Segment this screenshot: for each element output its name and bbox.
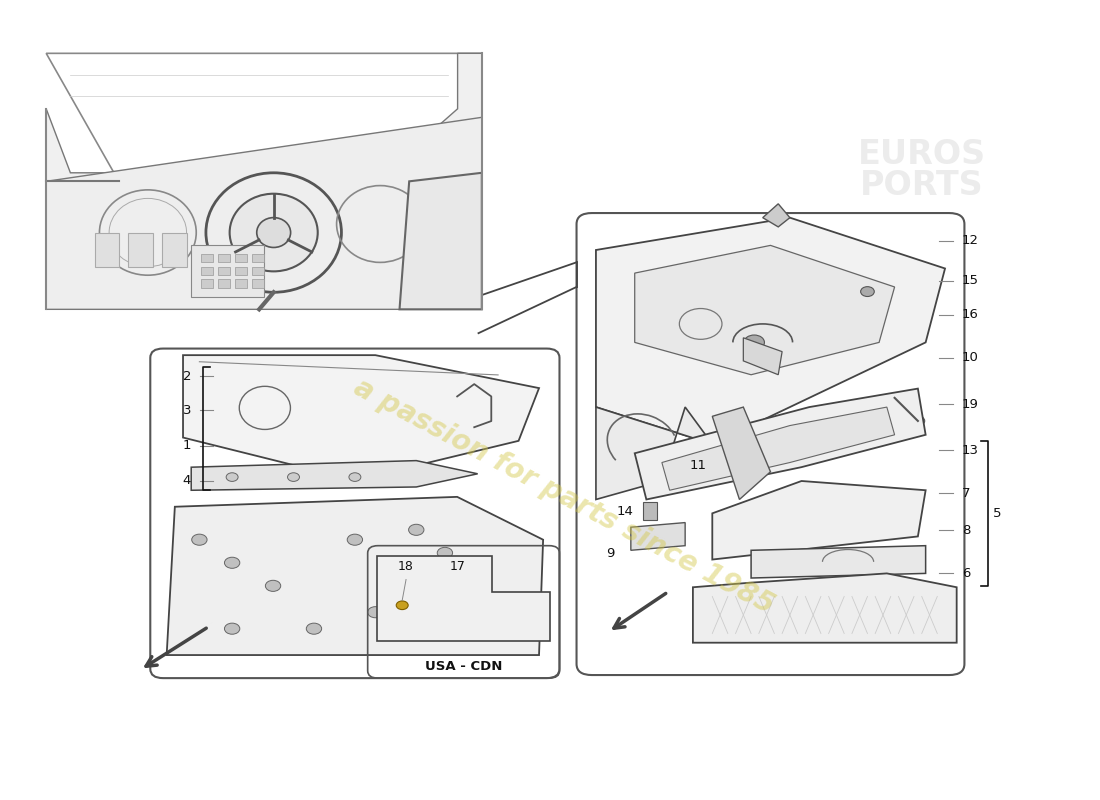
Text: USA - CDN: USA - CDN	[425, 660, 503, 673]
Polygon shape	[596, 407, 713, 499]
Text: 11: 11	[689, 459, 706, 472]
Polygon shape	[596, 218, 945, 444]
Circle shape	[367, 606, 383, 618]
Circle shape	[860, 286, 875, 297]
Text: 15: 15	[961, 274, 979, 287]
Circle shape	[230, 194, 318, 271]
Bar	[201, 279, 213, 288]
Circle shape	[470, 574, 485, 585]
Text: 8: 8	[961, 524, 970, 537]
Polygon shape	[191, 461, 477, 490]
Text: 14: 14	[616, 505, 634, 518]
Bar	[218, 254, 230, 262]
Text: 12: 12	[961, 234, 979, 247]
Polygon shape	[635, 389, 925, 499]
Text: 19: 19	[961, 398, 979, 410]
Text: 17: 17	[449, 560, 465, 574]
Bar	[252, 254, 264, 262]
Circle shape	[437, 547, 452, 558]
Polygon shape	[46, 118, 482, 310]
Bar	[95, 233, 119, 266]
Bar	[163, 233, 187, 266]
Polygon shape	[762, 204, 790, 227]
Text: 3: 3	[183, 404, 191, 417]
Text: 10: 10	[961, 351, 979, 364]
Text: 13: 13	[961, 444, 979, 457]
Text: EUROS
PORTS: EUROS PORTS	[858, 138, 986, 202]
Text: 5: 5	[992, 507, 1001, 520]
Bar	[235, 254, 248, 262]
Bar	[218, 266, 230, 275]
Text: 2: 2	[183, 370, 191, 382]
Circle shape	[224, 623, 240, 634]
Polygon shape	[693, 574, 957, 642]
Circle shape	[227, 473, 238, 482]
Bar	[129, 233, 153, 266]
Bar	[218, 279, 230, 288]
Polygon shape	[751, 546, 925, 578]
Bar	[201, 254, 213, 262]
Text: 1: 1	[183, 439, 191, 452]
Circle shape	[396, 601, 408, 610]
Circle shape	[191, 534, 207, 546]
Text: 6: 6	[961, 567, 970, 580]
Bar	[235, 266, 248, 275]
Polygon shape	[662, 407, 894, 490]
Text: 16: 16	[961, 308, 979, 321]
Circle shape	[224, 558, 240, 568]
Bar	[191, 246, 264, 297]
Bar	[201, 266, 213, 275]
Polygon shape	[399, 173, 482, 310]
Text: 18: 18	[398, 560, 414, 574]
Circle shape	[744, 335, 764, 350]
Circle shape	[349, 473, 361, 482]
Bar	[252, 266, 264, 275]
Bar	[252, 279, 264, 288]
Polygon shape	[183, 355, 539, 480]
Polygon shape	[46, 54, 482, 182]
Polygon shape	[377, 556, 550, 641]
Circle shape	[408, 524, 424, 535]
Circle shape	[265, 580, 280, 591]
Polygon shape	[713, 407, 770, 499]
Text: 4: 4	[183, 474, 191, 487]
Polygon shape	[713, 481, 925, 559]
Circle shape	[911, 416, 925, 426]
Circle shape	[287, 473, 299, 482]
Circle shape	[306, 623, 321, 634]
Text: 9: 9	[606, 547, 614, 560]
Bar	[235, 279, 248, 288]
Polygon shape	[630, 522, 685, 550]
Circle shape	[256, 218, 290, 247]
Polygon shape	[635, 246, 894, 374]
Text: a passion for parts since 1985: a passion for parts since 1985	[349, 374, 779, 619]
Polygon shape	[167, 497, 543, 655]
Circle shape	[348, 534, 363, 546]
Polygon shape	[744, 338, 782, 374]
Text: 7: 7	[961, 487, 970, 500]
Bar	[644, 502, 657, 520]
